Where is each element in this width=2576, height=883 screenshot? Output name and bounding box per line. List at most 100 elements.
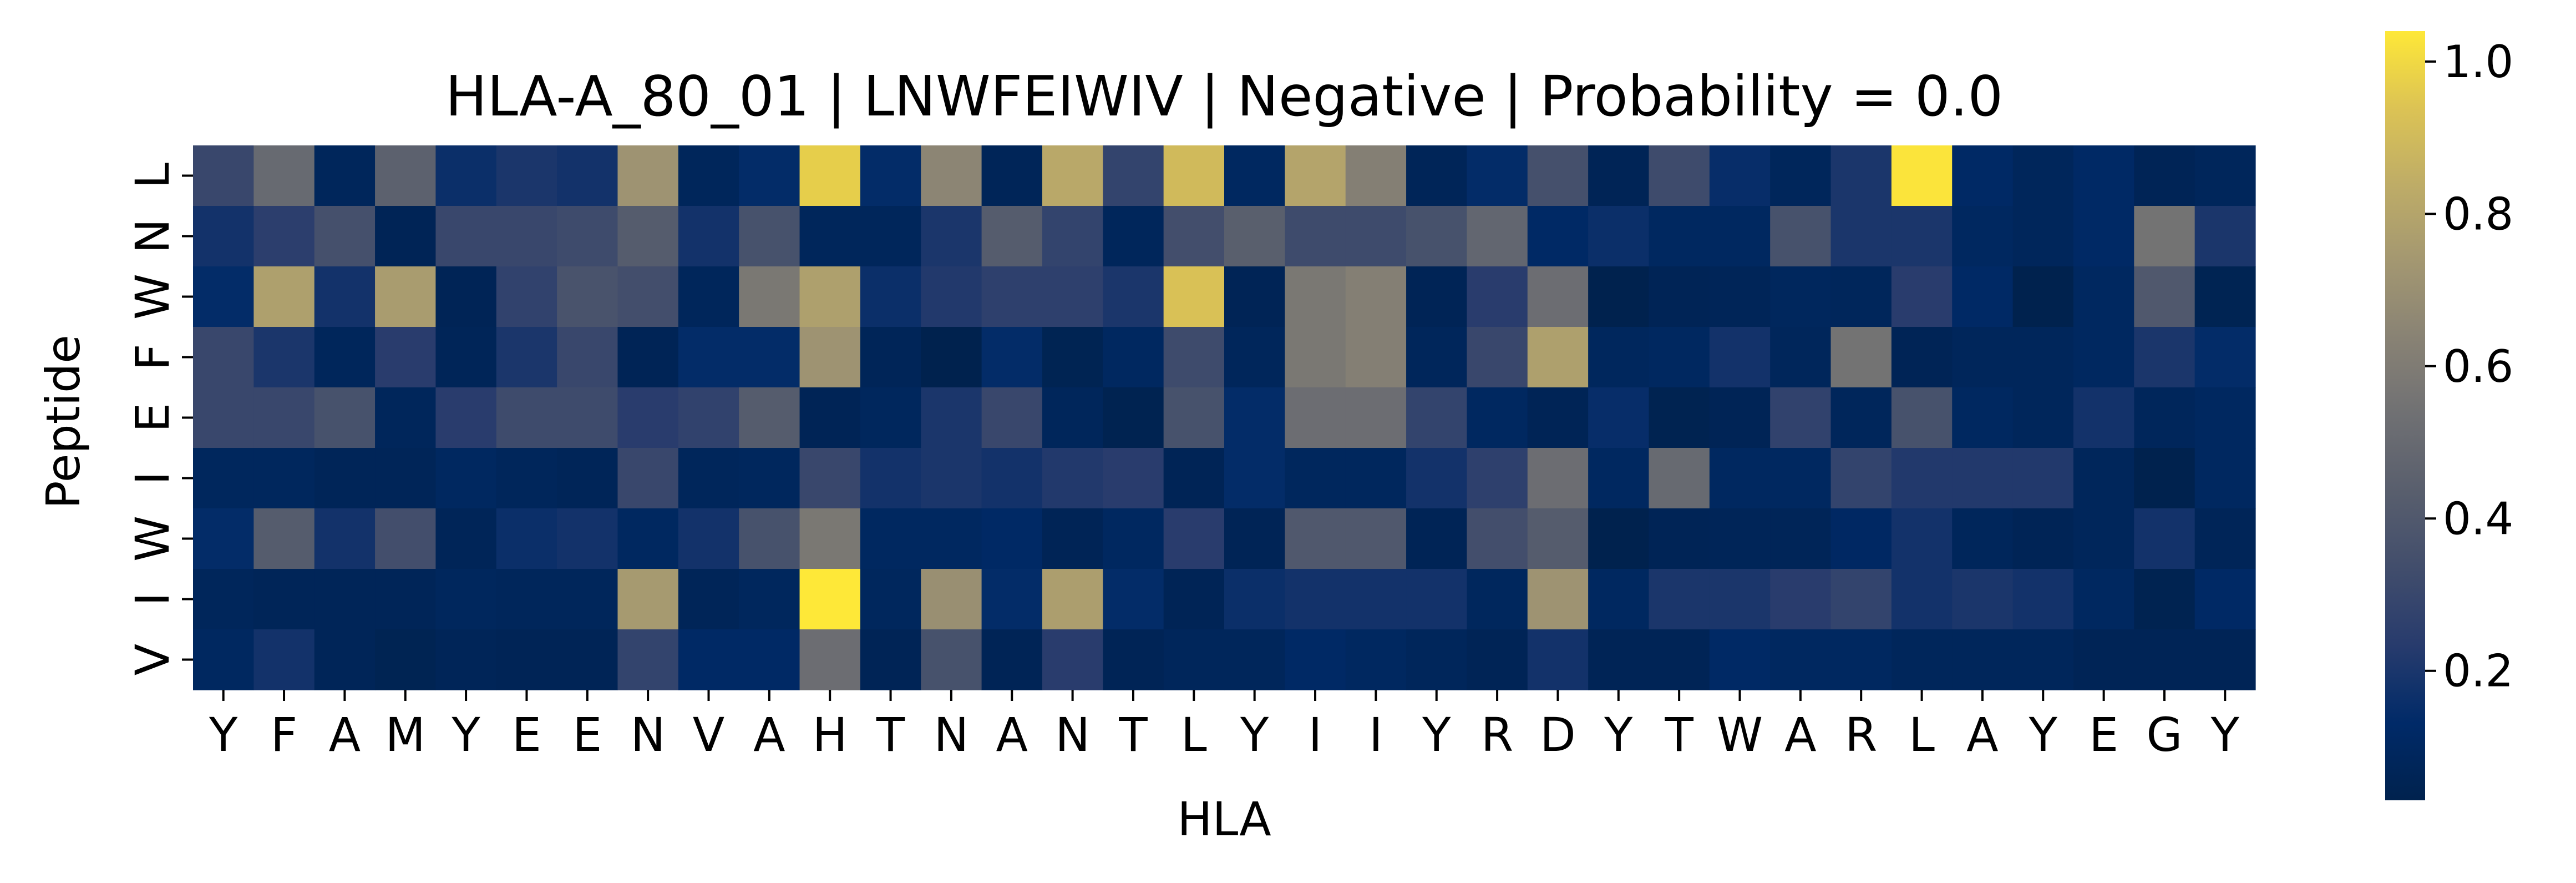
x-tick-label: A	[1784, 708, 1816, 762]
heatmap-cell	[1527, 387, 1589, 448]
heatmap-cell	[1891, 145, 1953, 206]
heatmap-cell	[1770, 145, 1832, 206]
heatmap-cell	[375, 387, 437, 448]
heatmap-cell	[1770, 387, 1832, 448]
heatmap-cell	[314, 387, 376, 448]
heatmap-cell	[314, 448, 376, 509]
heatmap-cell	[617, 629, 679, 690]
x-tick-label: T	[1118, 708, 1148, 762]
heatmap-cell	[1891, 206, 1953, 267]
heatmap-cell	[1285, 327, 1346, 388]
y-tick-label: E	[125, 403, 180, 432]
heatmap-cell	[1103, 448, 1164, 509]
heatmap-cell	[1345, 327, 1407, 388]
heatmap-cell	[2194, 387, 2256, 448]
x-tick-label: D	[1540, 708, 1576, 762]
y-tick-label: W	[125, 274, 180, 320]
heatmap-cell	[2073, 508, 2134, 569]
heatmap-cell	[1285, 206, 1346, 267]
heatmap-cell	[1163, 266, 1225, 327]
heatmap-cells	[193, 145, 2256, 690]
heatmap-cell	[739, 569, 800, 630]
heatmap-cell	[1345, 569, 1407, 630]
heatmap-cell	[253, 629, 315, 690]
heatmap-cell	[193, 327, 254, 388]
heatmap-cell	[1224, 327, 1285, 388]
heatmap-cell	[1406, 629, 1468, 690]
x-tick-label: L	[1909, 708, 1935, 762]
heatmap-cell	[799, 387, 861, 448]
heatmap-cell	[496, 508, 557, 569]
heatmap-cell	[1770, 629, 1832, 690]
heatmap-cell	[1830, 266, 1892, 327]
y-tick-label: I	[125, 592, 180, 606]
heatmap-cell	[2012, 508, 2074, 569]
y-tick-label: V	[125, 644, 180, 675]
heatmap-cell	[739, 448, 800, 509]
heatmap-cell	[1830, 327, 1892, 388]
heatmap-cell	[557, 206, 618, 267]
heatmap-cell	[1042, 145, 1103, 206]
heatmap-cell	[1224, 629, 1285, 690]
heatmap-cell	[921, 508, 982, 569]
heatmap-cell	[860, 629, 921, 690]
heatmap-cell	[921, 327, 982, 388]
heatmap-cell	[1467, 569, 1528, 630]
heatmap-cell	[314, 569, 376, 630]
heatmap-cell	[1830, 387, 1892, 448]
heatmap-cell	[678, 629, 739, 690]
heatmap-cell	[314, 508, 376, 569]
heatmap-cell	[1103, 629, 1164, 690]
y-axis-label: Peptide	[36, 335, 90, 509]
heatmap-cell	[375, 145, 437, 206]
heatmap-cell	[2012, 327, 2074, 388]
heatmap-cell	[1224, 387, 1285, 448]
heatmap-cell	[2073, 448, 2134, 509]
heatmap-cell	[1467, 327, 1528, 388]
heatmap-cell	[678, 206, 739, 267]
heatmap-cell	[1830, 145, 1892, 206]
heatmap-cell	[1952, 266, 2014, 327]
heatmap-cell	[2012, 145, 2074, 206]
heatmap-cell	[375, 206, 437, 267]
heatmap-cell	[1103, 569, 1164, 630]
heatmap-cell	[678, 569, 739, 630]
heatmap-cell	[1406, 387, 1468, 448]
heatmap-cell	[1406, 266, 1468, 327]
heatmap-cell	[253, 206, 315, 267]
heatmap-cell	[1709, 145, 1771, 206]
heatmap-cell	[193, 508, 254, 569]
heatmap-cell	[1527, 206, 1589, 267]
heatmap-cell	[799, 508, 861, 569]
heatmap-cell	[1285, 508, 1346, 569]
x-axis-label: HLA	[1177, 792, 1271, 846]
heatmap-cell	[1952, 327, 2014, 388]
x-tick-label: R	[1845, 708, 1877, 762]
heatmap-cell	[678, 448, 739, 509]
heatmap-cell	[1467, 266, 1528, 327]
heatmap-cell	[1588, 266, 1650, 327]
x-tick-label: T	[876, 708, 905, 762]
heatmap-cell	[375, 327, 437, 388]
heatmap-cell	[253, 508, 315, 569]
heatmap-cell	[253, 145, 315, 206]
heatmap-cell	[1952, 448, 2014, 509]
heatmap-cell	[1649, 206, 1710, 267]
heatmap-cell	[1830, 508, 1892, 569]
heatmap-cell	[799, 266, 861, 327]
heatmap-cell	[1770, 327, 1832, 388]
heatmap-cell	[1527, 448, 1589, 509]
heatmap-cell	[1042, 206, 1103, 267]
heatmap-cell	[1345, 629, 1407, 690]
heatmap-cell	[435, 448, 497, 509]
colorbar-tick-label: 0.6	[2443, 341, 2513, 392]
heatmap-cell	[2194, 448, 2256, 509]
heatmap-cell	[921, 266, 982, 327]
heatmap-cell	[1406, 569, 1468, 630]
heatmap-cell	[678, 266, 739, 327]
heatmap-cell	[1285, 145, 1346, 206]
heatmap-cell	[1588, 327, 1650, 388]
y-tick-label: N	[125, 219, 180, 254]
heatmap-cell	[1952, 145, 2014, 206]
